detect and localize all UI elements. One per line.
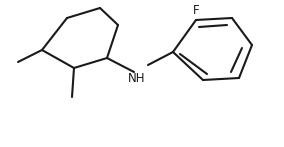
Text: NH: NH — [128, 71, 146, 85]
Text: F: F — [193, 4, 199, 16]
